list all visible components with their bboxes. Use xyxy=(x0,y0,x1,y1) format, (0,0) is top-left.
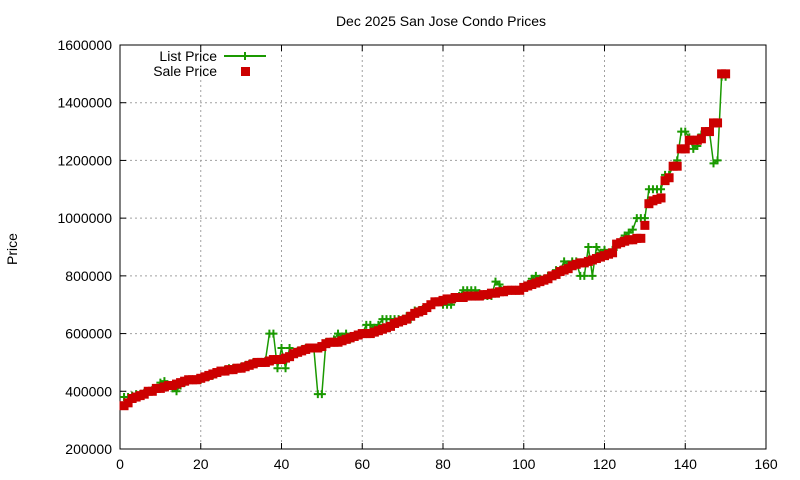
legend: List Price Sale Price xyxy=(153,48,266,79)
x-tick-label: 0 xyxy=(116,456,124,472)
list-price-point xyxy=(334,329,343,338)
y-axis-label: Price xyxy=(4,233,20,265)
x-tick-label: 20 xyxy=(193,456,209,472)
y-tick-label: 1200000 xyxy=(57,152,112,168)
legend-plus xyxy=(241,52,249,60)
list-price-point xyxy=(269,329,278,338)
list-price-point xyxy=(560,257,569,266)
grid-lines xyxy=(120,45,766,449)
list-price-point xyxy=(277,344,286,352)
list-price-point xyxy=(281,364,290,373)
x-tick-label: 140 xyxy=(674,456,698,472)
sale-price-point xyxy=(656,193,666,203)
series-sale-price xyxy=(119,69,731,411)
list-price-point xyxy=(491,277,500,286)
list-price-point xyxy=(366,320,375,329)
list-price-point xyxy=(681,127,690,136)
legend-label-list-price: List Price xyxy=(159,48,217,64)
list-price-point xyxy=(580,271,589,280)
sale-price-point xyxy=(713,118,723,128)
sale-price-point xyxy=(640,220,650,230)
list-price-point xyxy=(628,225,637,234)
list-price-point xyxy=(317,390,326,399)
list-price-point xyxy=(495,280,504,289)
list-price-point xyxy=(713,156,722,165)
list-price-point xyxy=(592,243,601,251)
sale-price-point xyxy=(704,127,714,137)
x-tick-label: 60 xyxy=(354,456,370,472)
x-tick-label: 100 xyxy=(512,456,536,472)
list-price-point xyxy=(689,144,698,153)
list-price-point xyxy=(657,185,666,194)
x-tick-label: 40 xyxy=(274,456,290,472)
x-tick-label: 160 xyxy=(754,456,778,472)
y-tick-label: 800000 xyxy=(65,268,112,284)
list-price-point xyxy=(709,159,718,168)
list-price-point xyxy=(273,364,282,373)
x-tick-label: 120 xyxy=(593,456,617,472)
y-tick-label: 1600000 xyxy=(57,37,112,53)
list-price-point xyxy=(640,214,649,223)
y-tick-label: 1000000 xyxy=(57,210,112,226)
sale-price-point xyxy=(608,248,618,258)
chart-title: Dec 2025 San Jose Condo Prices xyxy=(336,13,546,29)
x-tick-label: 80 xyxy=(435,456,451,472)
y-tick-label: 600000 xyxy=(65,326,112,342)
sale-price-point xyxy=(664,173,674,183)
y-tick-label: 1400000 xyxy=(57,95,112,111)
y-tick-label: 200000 xyxy=(65,441,112,457)
legend-label-sale-price: Sale Price xyxy=(153,63,217,79)
legend-marker-list-price xyxy=(241,52,249,60)
legend-marker-sale-price xyxy=(241,67,250,76)
y-tick-label: 400000 xyxy=(65,383,112,399)
list-price-point xyxy=(588,271,597,280)
sale-price-point xyxy=(680,144,690,154)
list-price-point xyxy=(584,243,593,251)
sale-price-point xyxy=(672,161,682,171)
list-price-point xyxy=(624,228,633,237)
sale-price-point xyxy=(721,69,731,79)
sale-price-point xyxy=(636,233,646,243)
sale-price-point xyxy=(696,134,706,144)
axis-ticks: 0 20 40 60 80 100 120 140 160 200000 400000 600000 8… xyxy=(57,37,777,472)
